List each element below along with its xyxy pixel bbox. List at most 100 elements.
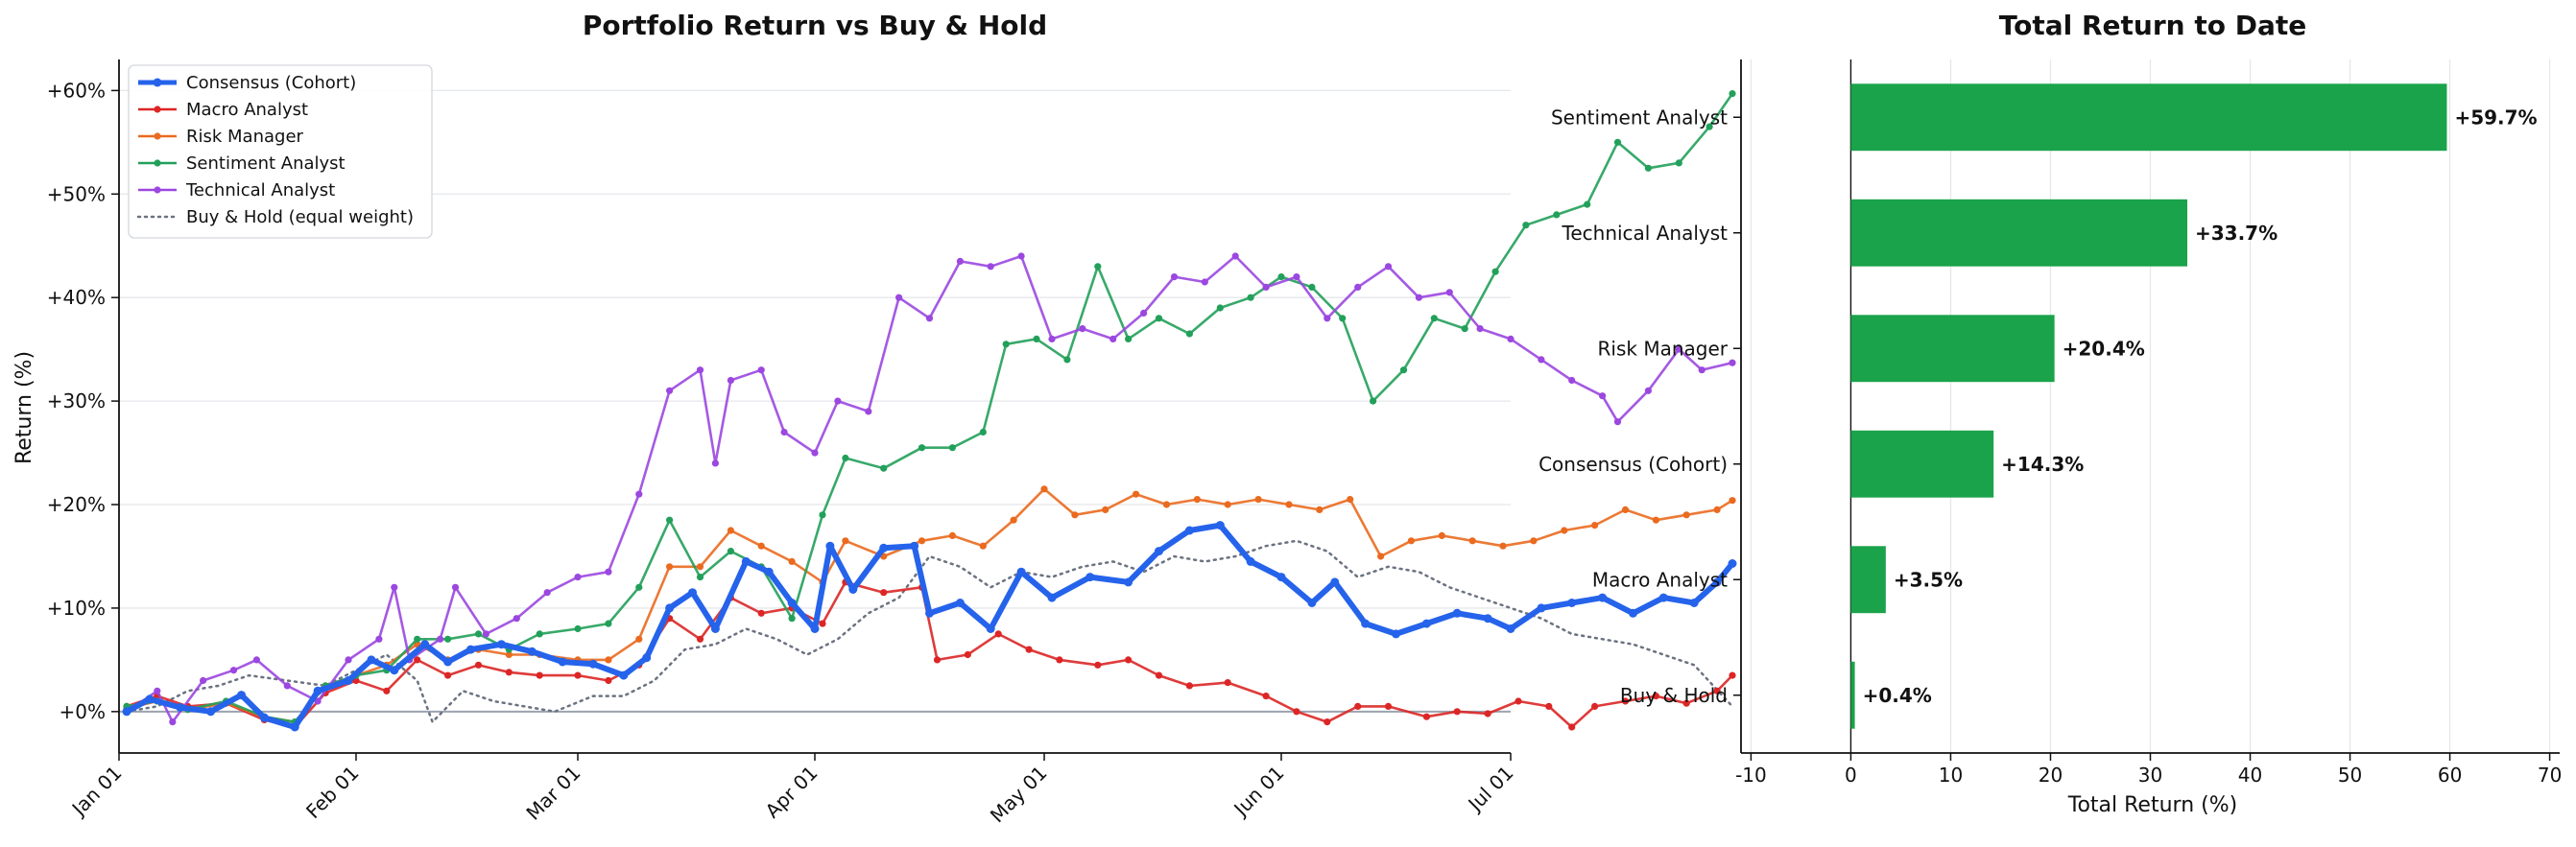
data-point — [1682, 511, 1690, 519]
legend-marker — [153, 78, 162, 87]
data-point — [727, 376, 735, 385]
data-point — [1293, 708, 1300, 716]
data-point — [200, 676, 207, 685]
category-label: Buy & Hold — [1620, 684, 1728, 707]
data-point — [1246, 556, 1255, 566]
data-point — [605, 620, 612, 627]
data-point — [1017, 252, 1025, 260]
data-point — [391, 583, 398, 591]
data-point — [1033, 335, 1040, 342]
data-point — [443, 657, 453, 667]
data-point — [1109, 335, 1117, 342]
data-point — [1399, 366, 1408, 374]
data-point — [390, 666, 399, 675]
data-point — [696, 563, 704, 571]
data-point — [1339, 315, 1347, 322]
data-point — [1224, 501, 1231, 508]
data-point — [527, 647, 537, 656]
data-point — [727, 527, 735, 534]
data-point — [414, 635, 421, 643]
data-point — [1491, 268, 1499, 275]
data-point — [259, 713, 269, 722]
data-point — [1370, 397, 1377, 405]
data-point — [1599, 392, 1607, 400]
data-point — [451, 583, 460, 591]
data-point — [145, 694, 155, 704]
data-point — [1170, 273, 1179, 281]
data-point — [1184, 526, 1194, 535]
data-point — [536, 671, 543, 679]
data-point — [1689, 599, 1699, 607]
legend-label: Risk Manager — [186, 127, 304, 147]
data-point — [1307, 599, 1317, 607]
data-point — [1201, 278, 1208, 286]
data-point — [1056, 656, 1063, 664]
data-point — [444, 671, 452, 679]
data-point — [574, 574, 582, 581]
data-point — [1729, 90, 1736, 98]
data-point — [879, 543, 889, 553]
value-label: +33.7% — [2195, 222, 2278, 245]
legend-item-technical-analyst: Technical Analyst — [138, 180, 335, 200]
legend-label: Macro Analyst — [186, 100, 308, 120]
x-tick-label: Apr 01 — [761, 762, 823, 823]
data-point — [154, 687, 161, 694]
data-point — [1553, 211, 1561, 219]
data-point — [1652, 693, 1659, 700]
legend-marker — [154, 159, 161, 167]
series-consensus-cohort — [122, 521, 1737, 732]
data-point — [1729, 671, 1736, 679]
data-point — [437, 635, 444, 643]
bar-consensus-cohort — [1850, 430, 1994, 498]
data-point — [1452, 608, 1462, 618]
data-point — [1254, 496, 1262, 504]
data-point — [1125, 335, 1133, 342]
data-point — [665, 603, 675, 613]
data-point — [1102, 506, 1109, 514]
data-point — [1728, 559, 1737, 568]
category-label: Technical Analyst — [1562, 222, 1729, 245]
data-point — [313, 686, 322, 695]
data-point — [1483, 614, 1492, 623]
bar-chart-title: Total Return to Date — [1999, 10, 2306, 41]
data-point — [1384, 263, 1393, 271]
bar-risk-manager — [1850, 315, 2055, 383]
value-label: +3.5% — [1894, 568, 1963, 591]
bar-chart-x-label: Total Return (%) — [2067, 793, 2237, 817]
value-label: +20.4% — [2063, 337, 2145, 360]
data-point — [1591, 702, 1599, 711]
data-point — [1155, 315, 1163, 322]
data-point — [237, 691, 246, 700]
line-chart-y-label: Return (%) — [12, 351, 36, 464]
data-point — [206, 707, 216, 717]
data-point — [1713, 506, 1721, 514]
data-point — [1247, 294, 1254, 301]
series-technical-analyst — [123, 252, 1736, 726]
data-point — [933, 656, 942, 664]
legend-item-sentiment-analyst: Sentiment Analyst — [138, 153, 346, 174]
legend-label: Sentiment Analyst — [186, 153, 346, 174]
data-point — [788, 615, 796, 623]
data-point — [1591, 522, 1599, 529]
data-point — [1025, 646, 1033, 653]
legend-marker — [154, 106, 161, 113]
data-point — [1048, 335, 1056, 342]
data-point — [1652, 516, 1659, 524]
data-point — [764, 567, 774, 576]
data-point — [169, 718, 177, 726]
data-point — [1079, 325, 1086, 333]
data-point — [1613, 138, 1622, 146]
x-tick-label: 60 — [2438, 764, 2462, 787]
bar-technical-analyst — [1850, 199, 2187, 267]
data-point — [1085, 573, 1095, 582]
value-label: +0.4% — [1863, 684, 1932, 707]
data-point — [1561, 527, 1568, 534]
bar-macro-analyst — [1850, 546, 1886, 614]
data-point — [1377, 553, 1385, 560]
data-point — [536, 630, 543, 638]
data-point — [635, 490, 643, 498]
data-point — [1567, 599, 1577, 607]
data-point — [505, 650, 513, 659]
legend-item-risk-manager: Risk Manager — [138, 127, 304, 147]
